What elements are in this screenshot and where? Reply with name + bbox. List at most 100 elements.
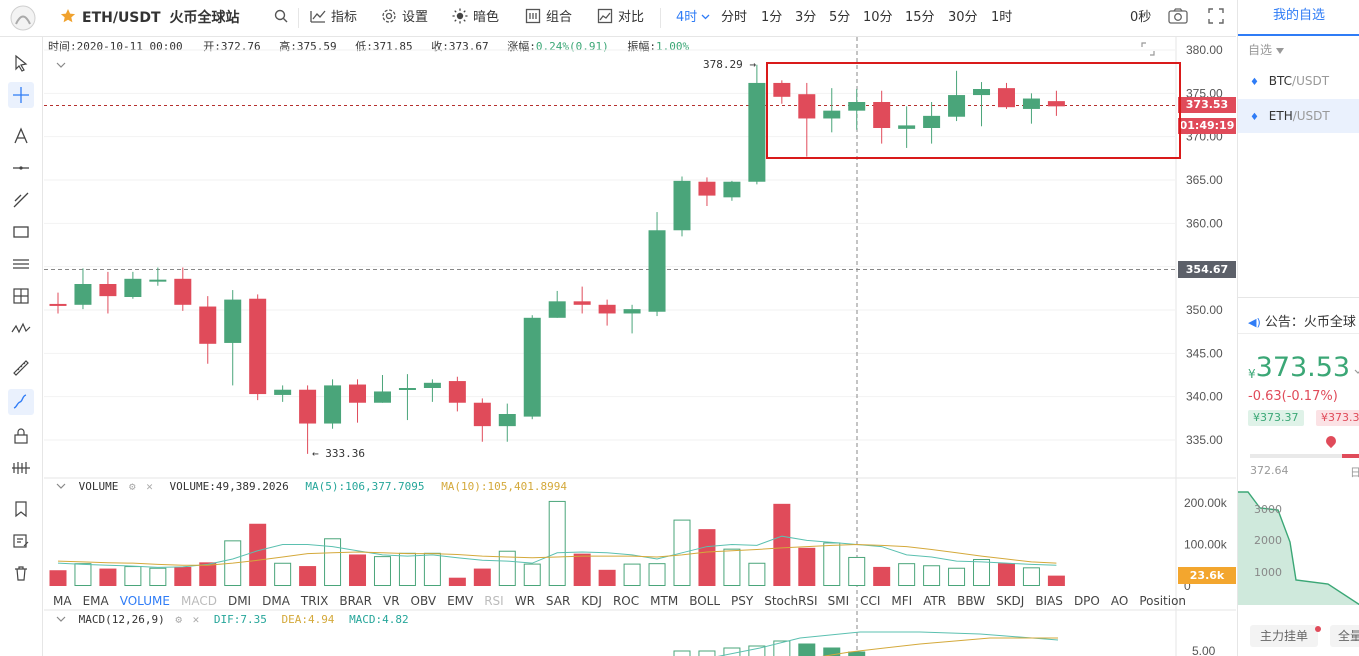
indicator-tab-emv[interactable]: EMV: [447, 594, 474, 608]
indicator-tab-bbw[interactable]: BBW: [957, 594, 986, 608]
indicator-tab-rsi[interactable]: RSI: [484, 594, 504, 608]
candle-body: [124, 278, 142, 297]
camera-icon[interactable]: [1168, 0, 1188, 36]
trash-icon[interactable]: [8, 560, 34, 586]
edit-list-icon[interactable]: [8, 528, 34, 554]
symbol-title[interactable]: ETH/USDT 火币全球站: [82, 0, 239, 36]
macd-dif: DIF:7.35: [213, 613, 267, 626]
indicator-tab-dma[interactable]: DMA: [262, 594, 290, 608]
fullscreen-icon[interactable]: [1208, 0, 1224, 36]
indicator-tab-sar[interactable]: SAR: [545, 594, 571, 608]
indicator-tab-psy[interactable]: PSY: [731, 594, 754, 608]
interval-4[interactable]: 5分: [829, 10, 851, 25]
indicator-tab-obv[interactable]: OBV: [410, 594, 437, 608]
volume-bar: [723, 548, 741, 587]
volume-value: VOLUME:49,389.2026: [169, 480, 289, 493]
combo-button[interactable]: 组合: [525, 0, 572, 36]
horizontal-line-icon[interactable]: [8, 155, 34, 181]
candle-body: [598, 304, 616, 314]
collapse-legend-icon[interactable]: [56, 58, 66, 73]
macd-settings-icon[interactable]: ⚙: [175, 613, 182, 626]
indicator-tab-ma[interactable]: MA: [53, 594, 72, 608]
indicator-tab-dmi[interactable]: DMI: [227, 594, 252, 608]
rectangle-tool-icon[interactable]: [8, 219, 34, 245]
main-orders-button[interactable]: 主力挂单: [1250, 625, 1318, 647]
watchlist-item-eth[interactable]: ♦ ETH/USDT: [1238, 99, 1359, 133]
time-value: 2020-10-11 00:00: [76, 40, 183, 53]
expand-pane-icon[interactable]: [1141, 42, 1155, 60]
compare-icon: [597, 8, 613, 24]
indicator-tab-mfi[interactable]: MFI: [891, 594, 913, 608]
interval-5[interactable]: 10分: [863, 10, 893, 25]
brush-icon[interactable]: [8, 389, 34, 415]
macd-dea-line: [821, 637, 1058, 656]
indicator-tab-smi[interactable]: SMI: [827, 594, 850, 608]
lock-icon[interactable]: [8, 423, 34, 449]
indicators-button[interactable]: 指标: [310, 0, 357, 36]
parallel-lines-icon[interactable]: [8, 251, 34, 277]
volume-settings-icon[interactable]: ⚙: [129, 480, 136, 493]
interval-dropdown[interactable]: 4时: [676, 0, 710, 36]
indicator-tab-boll[interactable]: BOLL: [689, 594, 721, 608]
indicator-tab-mtm[interactable]: MTM: [650, 594, 679, 608]
watchlist-tab[interactable]: 我的自选: [1238, 0, 1359, 36]
wave-pattern-icon[interactable]: [8, 315, 34, 341]
favorite-star-icon[interactable]: [60, 0, 76, 36]
interval-6[interactable]: 15分: [905, 10, 935, 25]
indicator-tab-volume[interactable]: VOLUME: [119, 594, 170, 608]
ruler-icon[interactable]: [8, 355, 34, 381]
indicator-tab-brar[interactable]: BRAR: [339, 594, 372, 608]
indicator-tab-cci[interactable]: CCI: [860, 594, 881, 608]
indicator-tab-ao[interactable]: AO: [1110, 594, 1129, 608]
indicator-tab-atr[interactable]: ATR: [923, 594, 947, 608]
volume-bar: [773, 503, 791, 586]
announcement[interactable]: ◀) 公告：火币全球: [1248, 311, 1356, 330]
indicator-tab-skdj[interactable]: SKDJ: [996, 594, 1025, 608]
low-value: 371.85: [372, 40, 413, 53]
indicator-tab-roc[interactable]: ROC: [612, 594, 640, 608]
magnet-icon[interactable]: [8, 455, 34, 481]
interval-3[interactable]: 3分: [795, 10, 817, 25]
indicator-tab-bias[interactable]: BIAS: [1035, 594, 1063, 608]
depth-chart: [1238, 491, 1359, 605]
chevron-down-icon[interactable]: [1354, 368, 1359, 376]
volume-close-icon[interactable]: ✕: [146, 480, 153, 493]
fibonacci-icon[interactable]: [8, 283, 34, 309]
settings-button[interactable]: 设置: [381, 0, 428, 36]
crosshair-icon[interactable]: [8, 82, 34, 108]
watchlist-base: ETH: [1268, 109, 1293, 123]
interval-1[interactable]: 分时: [721, 10, 748, 25]
day-range-fill: [1342, 454, 1359, 458]
time-label: 时间:: [48, 40, 77, 53]
text-tool-icon[interactable]: [8, 123, 34, 149]
indicator-tab-dpo[interactable]: DPO: [1073, 594, 1100, 608]
compare-button[interactable]: 对比: [597, 0, 644, 36]
indicator-tab-position[interactable]: Position: [1139, 594, 1187, 608]
trend-line-icon[interactable]: [8, 187, 34, 213]
drawing-toolbar: [0, 37, 43, 656]
cursor-arrow-icon[interactable]: [8, 50, 34, 76]
indicator-tab-trix[interactable]: TRIX: [300, 594, 329, 608]
indicator-tab-macd[interactable]: MACD: [180, 594, 217, 608]
watchlist-item-btc[interactable]: ♦ BTC/USDT: [1238, 64, 1359, 98]
indicator-tab-wr[interactable]: WR: [514, 594, 535, 608]
dark-theme-button[interactable]: 暗色: [452, 0, 499, 36]
indicator-tab-vr[interactable]: VR: [382, 594, 400, 608]
all-orders-button[interactable]: 全量: [1330, 625, 1359, 647]
interval-7[interactable]: 30分: [948, 10, 978, 25]
macd-bar: [748, 645, 766, 656]
indicator-tab-kdj[interactable]: KDJ: [581, 594, 602, 608]
watchlist-filter-dropdown[interactable]: 自选: [1248, 41, 1284, 58]
volume-bar: [423, 552, 441, 586]
indicator-tab-ema[interactable]: EMA: [82, 594, 109, 608]
collapse-volume-icon[interactable]: [56, 482, 66, 490]
interval-2[interactable]: 1分: [761, 10, 783, 25]
macd-close-icon[interactable]: ✕: [192, 613, 200, 626]
day-label: 日: [1350, 464, 1359, 480]
interval-8[interactable]: 1时: [991, 10, 1013, 25]
volume-ma10-line: [57, 543, 1057, 566]
search-icon[interactable]: [274, 0, 288, 36]
bookmark-icon[interactable]: [8, 496, 34, 522]
indicator-tab-stochrsi[interactable]: StochRSI: [764, 594, 818, 608]
collapse-macd-icon[interactable]: [56, 615, 66, 623]
